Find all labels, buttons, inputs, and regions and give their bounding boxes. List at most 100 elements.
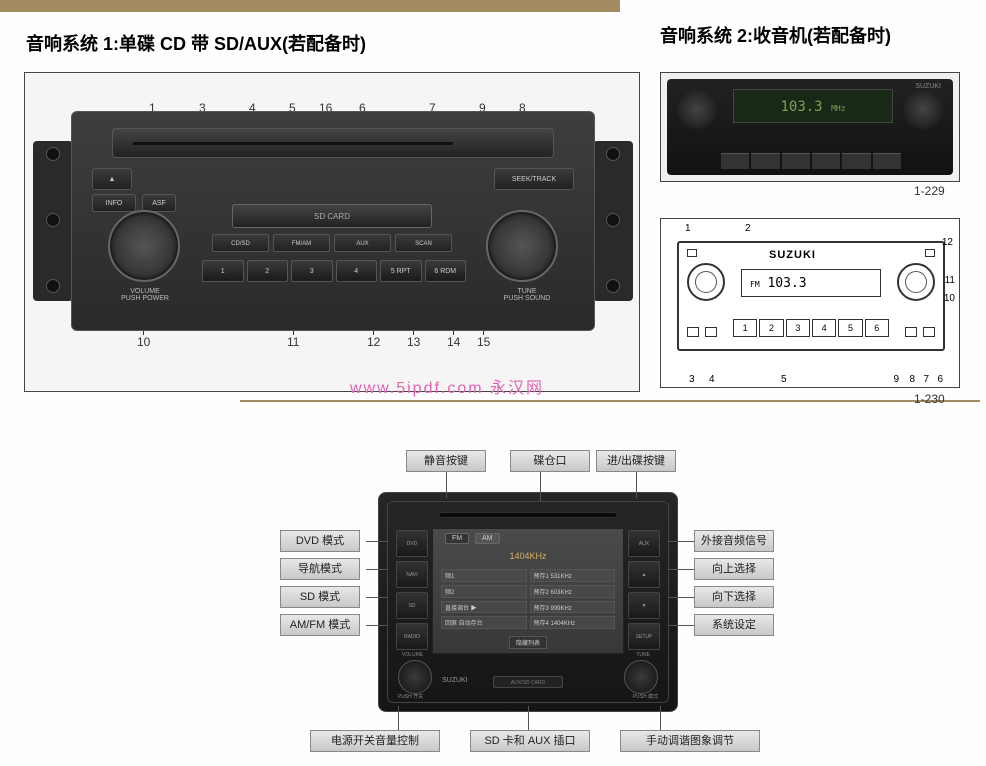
lead-eject: [636, 472, 637, 498]
label-tune-image: 手动调谐图象调节: [620, 730, 760, 752]
dvd-aux-sd-port[interactable]: AUX/SD CARD: [493, 676, 563, 688]
seek-track-button[interactable]: SEEK/TRACK: [494, 168, 574, 190]
preset-btn-1[interactable]: 1: [202, 260, 244, 282]
dvd-hide-list-button[interactable]: 隐藏列表: [509, 636, 547, 649]
radio2-left-knob[interactable]: [677, 89, 717, 129]
lead-up-select: [668, 569, 694, 570]
tune-knob[interactable]: [486, 210, 558, 282]
dvd-touchscreen[interactable]: FM AM 1404KHz 频1预存1 531KHz频2预存2 603KHz直接…: [432, 528, 624, 654]
dvd-tab-am[interactable]: AM: [475, 533, 500, 544]
mode-btn-aux[interactable]: AUX: [334, 234, 391, 252]
radio2-preset-4[interactable]: [812, 153, 840, 169]
dvd-grid-cell-0-1[interactable]: 预存1 531KHz: [530, 569, 616, 582]
radio2b-preset-4[interactable]: 4: [812, 319, 836, 337]
dvd-push-r-label: PUSH 模式: [633, 693, 658, 700]
dvd-left-button-col: DVD NAVI SD RADIO: [396, 530, 428, 650]
radio2b-left-knob[interactable]: [687, 263, 725, 301]
preset-btn-4[interactable]: 4: [336, 260, 378, 282]
lead-aux-in: [668, 541, 694, 542]
radio2b-preset-2[interactable]: 2: [759, 319, 783, 337]
dvd-grid-cell-3-0[interactable]: 回原 自动存台: [441, 616, 527, 629]
radio2-freq: 103.3: [780, 99, 822, 115]
dvd-grid-cell-1-0[interactable]: 频2: [441, 585, 527, 598]
dvd-side-btn-r0[interactable]: AUX: [628, 530, 660, 557]
dvd-side-btn-r3[interactable]: SETUP: [628, 623, 660, 650]
radio2-right-knob[interactable]: [903, 89, 943, 129]
label-sd-mode: SD 模式: [280, 586, 360, 608]
radio2-unit: MHz: [831, 104, 845, 113]
radio2b-preset-1[interactable]: 1: [733, 319, 757, 337]
dvd-head-unit: DVD NAVI SD RADIO AUX ▲ ▼ SETUP FM AM 1404KHz …: [378, 492, 678, 712]
dvd-grid-cell-3-1[interactable]: 预存4 1404KHz: [530, 616, 616, 629]
dvd-tab-fm[interactable]: FM: [445, 533, 469, 544]
radio2b-small-btn-r2[interactable]: [905, 327, 917, 337]
radio2b-small-btn-l2[interactable]: [705, 327, 717, 337]
s2b-c8: 8: [909, 374, 915, 385]
radio2-faceplate: 103.3 MHz SUZUKI: [667, 79, 953, 175]
label-sd-aux-port: SD 卡和 AUX 插口: [470, 730, 590, 752]
info-button[interactable]: INFO: [92, 194, 136, 212]
dvd-side-btn-radio[interactable]: RADIO: [396, 623, 428, 650]
radio2b-small-btn-r1[interactable]: [923, 327, 935, 337]
volume-knob[interactable]: [108, 210, 180, 282]
preset-btn-6[interactable]: 6 RDM: [425, 260, 467, 282]
sys1-callout-11: 11: [287, 335, 299, 349]
dvd-side-btn-sd[interactable]: SD: [396, 592, 428, 619]
preset-btn-3[interactable]: 3: [291, 260, 333, 282]
radio2b-freq: 103.3: [767, 276, 806, 291]
s2b-c10: 10: [944, 293, 955, 304]
radio2-preset-3[interactable]: [782, 153, 810, 169]
dvd-volume-knob[interactable]: [398, 660, 432, 694]
s2b-c7: 7: [923, 374, 929, 385]
lead-sd-mode: [366, 597, 388, 598]
cd-slot[interactable]: [112, 128, 554, 158]
radio2b-band: FM: [750, 280, 760, 289]
label-system-setup: 系统设定: [694, 614, 774, 636]
sd-card-slot[interactable]: SD CARD: [232, 204, 432, 228]
lead-sd-aux-port: [528, 706, 529, 730]
radio2-preset-1[interactable]: [721, 153, 749, 169]
dvd-grid-cell-0-0[interactable]: 频1: [441, 569, 527, 582]
sys1-callout-15: 15: [477, 335, 490, 349]
divider-line: [240, 400, 980, 402]
eject-button[interactable]: ▲: [92, 168, 132, 190]
mode-btn-fmam[interactable]: FM/AM: [273, 234, 330, 252]
radio2b-brand: SUZUKI: [769, 249, 816, 261]
radio2b-preset-5[interactable]: 5: [838, 319, 862, 337]
dvd-grid-cell-2-1[interactable]: 预存3 999KHz: [530, 601, 616, 614]
dvd-grid-cell-2-0[interactable]: 直接调台 ▶: [441, 601, 527, 614]
label-down-select: 向下选择: [694, 586, 774, 608]
dvd-side-btn-r2[interactable]: ▼: [628, 592, 660, 619]
s2b-c11: 11: [945, 275, 955, 286]
lead-nav-mode: [366, 569, 388, 570]
mount-bracket-left: [33, 141, 73, 301]
lead-power-volume: [398, 706, 399, 730]
mode-btn-cdsd[interactable]: CD/SD: [212, 234, 269, 252]
label-eject: 进/出碟按键: [596, 450, 676, 472]
figure-label-1-230: 1-230: [914, 392, 945, 406]
system2-schematic-figure: SUZUKI FM 103.3 123456 1 2 12 11 10 3 4 …: [660, 218, 960, 388]
radio2b-eject[interactable]: [925, 249, 935, 257]
dvd-grid-cell-1-1[interactable]: 预存2 603KHz: [530, 585, 616, 598]
upper-button-row: ▲ SEEK/TRACK: [92, 168, 574, 190]
radio2-preset-2[interactable]: [751, 153, 779, 169]
radio2-preset-6[interactable]: [873, 153, 901, 169]
mode-btn-scan[interactable]: SCAN: [395, 234, 452, 252]
dvd-preset-grid: 频1预存1 531KHz频2预存2 603KHz直接调台 ▶预存3 999KHz…: [441, 569, 615, 629]
dvd-side-btn-r1[interactable]: ▲: [628, 561, 660, 588]
dvd-tune-knob[interactable]: [624, 660, 658, 694]
radio2b-right-knob[interactable]: [897, 263, 935, 301]
radio2b-preset-3[interactable]: 3: [786, 319, 810, 337]
dvd-side-btn-navi[interactable]: NAVI: [396, 561, 428, 588]
preset-btn-2[interactable]: 2: [247, 260, 289, 282]
s2b-c12: 12: [942, 237, 953, 248]
radio2b-small-btn-l1[interactable]: [687, 327, 699, 337]
dvd-side-btn-dvd[interactable]: DVD: [396, 530, 428, 557]
radio2-display: 103.3 MHz: [733, 89, 893, 123]
preset-btn-5[interactable]: 5 RPT: [380, 260, 422, 282]
dvd-disc-slot[interactable]: [438, 512, 618, 518]
radio2-schematic-body: SUZUKI FM 103.3 123456: [677, 241, 945, 351]
radio2-preset-5[interactable]: [842, 153, 870, 169]
s2b-c6: 6: [937, 374, 943, 385]
radio2b-preset-6[interactable]: 6: [865, 319, 889, 337]
